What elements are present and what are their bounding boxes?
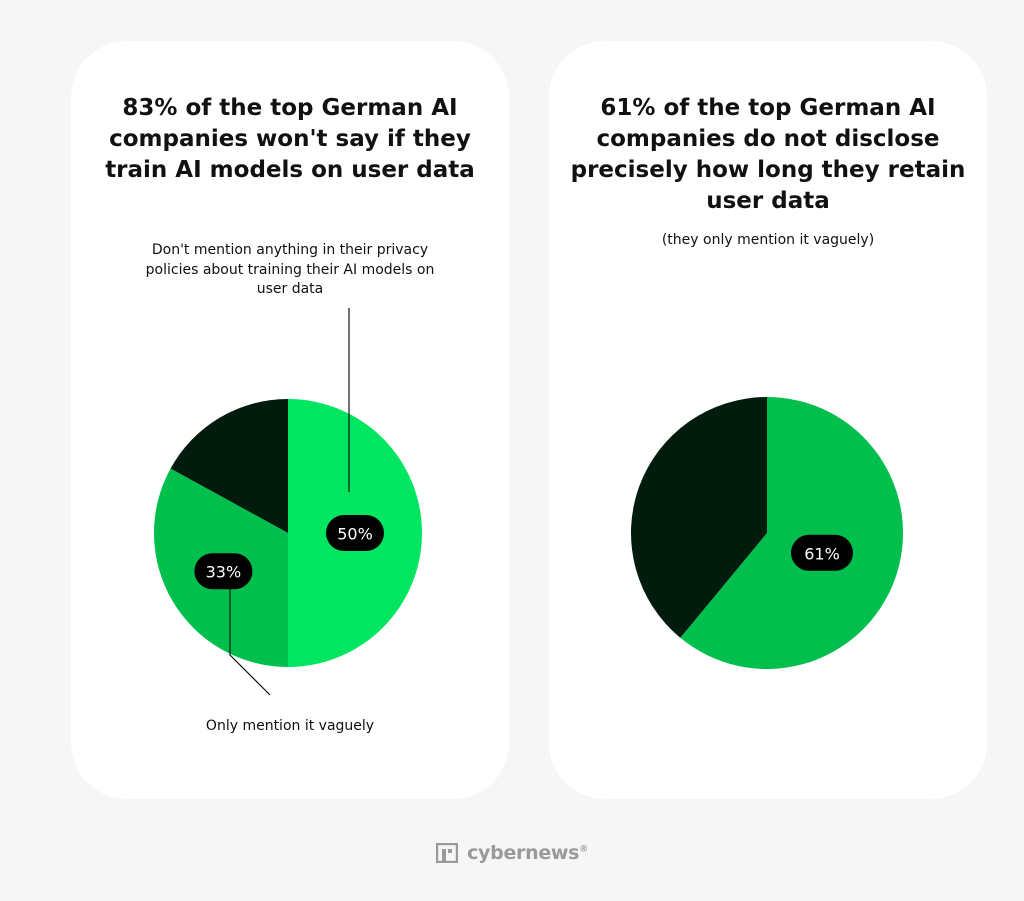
- chart-title: 83% of the top German AI companies won't…: [105, 95, 475, 183]
- slice-label-no-mention: Don't mention anything in their privacy …: [145, 242, 435, 297]
- brand-name: cybernews®: [467, 842, 588, 864]
- cybernews-logo-icon: [436, 843, 459, 863]
- pie-slice: [170, 399, 288, 533]
- pie-slice: [680, 397, 903, 669]
- pie-slice: [631, 397, 767, 638]
- pie-chart-right: 61%: [631, 397, 903, 669]
- data-label-pill: 50%: [326, 515, 384, 551]
- data-label-pill: 33%: [194, 553, 253, 590]
- pie-chart-left: 50% 33%: [154, 308, 422, 696]
- chart-card-right: 61% of the top German AI companies do no…: [549, 41, 987, 799]
- slice-label-vague: Only mention it vaguely: [205, 718, 375, 734]
- chart-card-left: 83% of the top German AI companies won't…: [71, 41, 509, 799]
- footer-logo: cybernews®: [0, 842, 1024, 864]
- data-label: 50%: [337, 525, 373, 544]
- data-label-pill: 61%: [791, 534, 854, 571]
- data-label: 33%: [206, 563, 242, 582]
- chart-subtitle: (they only mention it vaguely): [661, 232, 875, 248]
- chart-title: 61% of the top German AI companies do no…: [570, 95, 966, 214]
- data-label: 61%: [804, 544, 840, 563]
- leader-line: [229, 558, 271, 696]
